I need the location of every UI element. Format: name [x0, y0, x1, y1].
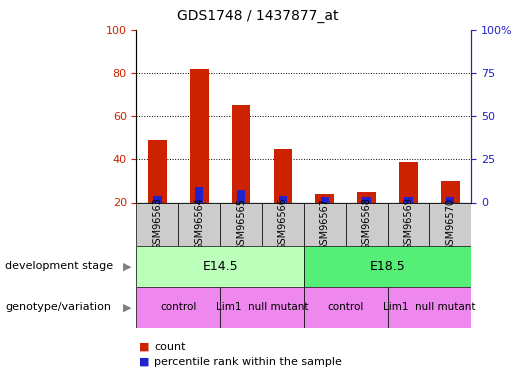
Bar	[136, 246, 304, 287]
Text: Lim1  null mutant: Lim1 null mutant	[383, 303, 476, 312]
Bar	[320, 197, 329, 202]
Bar	[430, 202, 471, 246]
Bar	[346, 202, 388, 246]
Bar	[220, 287, 304, 328]
Text: E14.5: E14.5	[202, 260, 238, 273]
Text: GSM96565: GSM96565	[236, 198, 246, 250]
Bar	[304, 287, 388, 328]
Bar	[304, 202, 346, 246]
Bar	[388, 202, 430, 246]
Text: control: control	[160, 303, 197, 312]
Text: ■: ■	[139, 342, 149, 352]
Text: E18.5: E18.5	[370, 260, 405, 273]
Text: GDS1748 / 1437877_at: GDS1748 / 1437877_at	[177, 9, 338, 23]
Bar	[363, 197, 371, 202]
Text: count: count	[154, 342, 186, 352]
Text: GSM96566: GSM96566	[278, 198, 288, 250]
Text: percentile rank within the sample: percentile rank within the sample	[154, 357, 342, 367]
Bar	[136, 287, 220, 328]
Bar	[388, 287, 471, 328]
Text: GSM96568: GSM96568	[362, 198, 372, 250]
Bar	[279, 196, 287, 202]
Bar	[262, 202, 304, 246]
Text: GSM96569: GSM96569	[403, 198, 414, 250]
Text: ■: ■	[139, 357, 149, 367]
Text: Lim1  null mutant: Lim1 null mutant	[216, 303, 308, 312]
Bar	[446, 197, 455, 202]
Text: ▶: ▶	[123, 303, 131, 312]
Bar	[315, 194, 334, 202]
Bar	[237, 190, 245, 202]
Text: GSM96567: GSM96567	[320, 198, 330, 250]
Bar	[153, 196, 162, 202]
Bar	[195, 187, 203, 202]
Bar	[357, 192, 376, 202]
Bar	[136, 202, 178, 246]
Bar	[232, 105, 250, 202]
Bar	[148, 140, 167, 202]
Text: genotype/variation: genotype/variation	[5, 303, 111, 312]
Text: GSM96563: GSM96563	[152, 198, 162, 250]
Bar	[190, 69, 209, 203]
Bar	[220, 202, 262, 246]
Bar	[399, 162, 418, 202]
Text: GSM96570: GSM96570	[445, 198, 455, 250]
Bar	[441, 181, 460, 203]
Text: GSM96564: GSM96564	[194, 198, 204, 250]
Bar	[404, 197, 413, 202]
Bar	[304, 246, 471, 287]
Text: control: control	[328, 303, 364, 312]
Text: development stage: development stage	[5, 261, 113, 271]
Bar	[178, 202, 220, 246]
Text: ▶: ▶	[123, 261, 131, 271]
Bar	[273, 148, 293, 202]
